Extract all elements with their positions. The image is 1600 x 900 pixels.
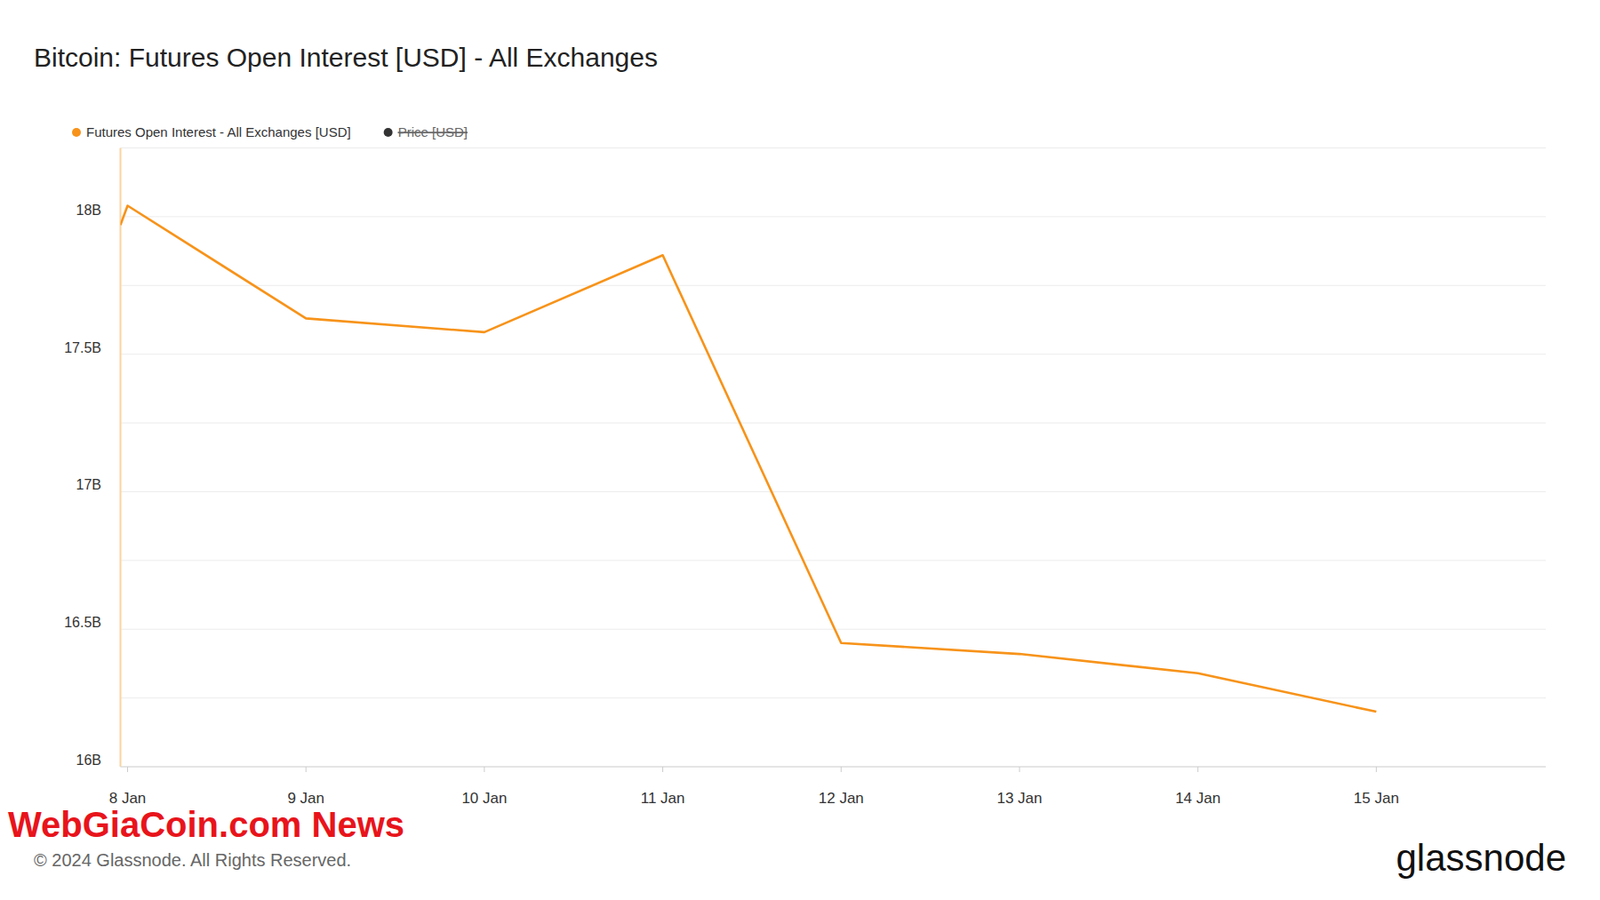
legend-label: Futures Open Interest - All Exchanges [U… <box>86 124 352 140</box>
x-tick-label: 12 Jan <box>818 790 864 808</box>
y-tick-label: 17B <box>76 477 102 493</box>
grid-line <box>120 147 1547 149</box>
x-tick-label: 15 Jan <box>1353 790 1400 808</box>
x-tick <box>1197 767 1199 773</box>
legend-marker <box>72 128 81 137</box>
x-tick <box>1018 767 1020 773</box>
footer: © 2024 Glassnode. All Rights Reserved. <box>33 850 352 871</box>
grid-line <box>120 285 1547 287</box>
title: Bitcoin: Futures Open Interest [USD] - A… <box>33 42 658 72</box>
watermark: WebGiaCoin.com News <box>8 805 405 845</box>
x-axis-line <box>120 767 1547 768</box>
x-tick <box>840 767 842 773</box>
x-tick <box>662 767 664 773</box>
grid-line <box>120 491 1547 493</box>
y-axis-line <box>120 148 122 768</box>
legend-marker <box>384 128 393 137</box>
x-tick <box>305 767 307 773</box>
x-tick <box>483 767 485 773</box>
legend-label: Price [USD] <box>398 124 468 140</box>
x-tick-label: 10 Jan <box>461 790 507 808</box>
y-tick-label: 16.5B <box>64 615 102 631</box>
chart: Bitcoin: Futures Open Interest [USD] - A… <box>0 0 1600 900</box>
grid-line <box>120 216 1547 217</box>
plot-area <box>120 206 1377 713</box>
grid-line <box>120 629 1547 631</box>
x-tick-label: 11 Jan <box>640 790 686 808</box>
brand: glassnode <box>1396 837 1567 880</box>
series-line <box>120 206 1377 713</box>
grid-line <box>120 353 1547 355</box>
legend-strike <box>398 132 468 134</box>
x-tick <box>1376 767 1377 773</box>
grid-line <box>120 697 1547 699</box>
grid-line <box>120 560 1547 561</box>
y-tick-label: 16B <box>76 752 102 768</box>
grid <box>120 148 1547 768</box>
y-tick-label: 18B <box>76 202 102 218</box>
grid-line <box>120 423 1547 424</box>
grid-line <box>120 767 1547 768</box>
x-tick-label: 14 Jan <box>1175 790 1221 808</box>
x-tick <box>127 767 128 773</box>
x-tick-label: 13 Jan <box>996 790 1042 808</box>
y-tick-label: 17.5B <box>64 340 102 356</box>
